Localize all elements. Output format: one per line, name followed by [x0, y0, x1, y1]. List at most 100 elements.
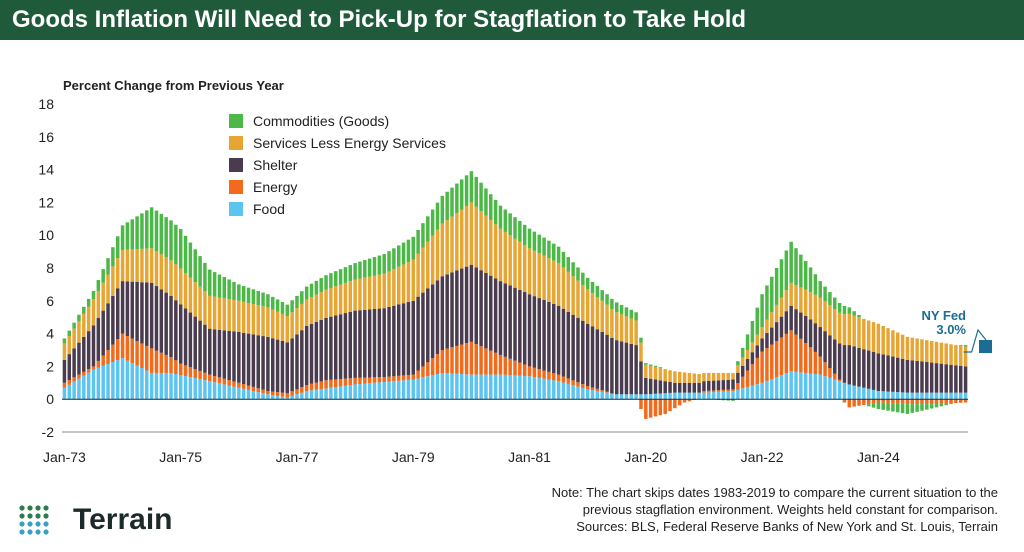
bar-segment-energy: [518, 362, 522, 376]
bar-segment-food: [707, 392, 711, 400]
bar-segment-services: [324, 289, 328, 318]
bar-segment-commodities: [828, 292, 832, 306]
bar-segment-food: [668, 392, 672, 400]
bar-segment-shelter: [610, 337, 614, 394]
bar-segment-commodities: [833, 297, 837, 309]
bar-segment-services: [183, 272, 188, 309]
bar-segment-energy: [682, 399, 687, 403]
bar-segment-energy: [222, 378, 227, 385]
bar-segment-shelter: [333, 315, 338, 380]
bar-segment-food: [445, 373, 449, 400]
bar-segment-services: [881, 325, 885, 355]
bar-segment-energy: [455, 345, 459, 374]
bar-segment-energy: [300, 387, 304, 393]
bar-segment-energy: [154, 350, 159, 373]
bar-segment-shelter: [866, 350, 871, 389]
bar-segment-food: [266, 394, 270, 400]
bar-segment-services: [920, 339, 924, 362]
bar-segment-shelter: [421, 292, 425, 367]
bar-segment-commodities: [149, 207, 154, 249]
bar-segment-food: [866, 388, 871, 400]
bar-segment-food: [760, 382, 764, 400]
bar-segment-shelter: [367, 309, 372, 378]
bar-segment-food: [62, 387, 67, 400]
bar-segment-food: [251, 391, 256, 400]
legend-label-shelter: Shelter: [253, 157, 298, 173]
bar-segment-commodities: [910, 404, 915, 413]
bar-segment-energy: [639, 399, 643, 410]
bar-segment-shelter: [556, 305, 561, 375]
bar-segment-shelter: [86, 331, 91, 370]
bar-segment-commodities: [799, 254, 803, 288]
bar-segment-services: [169, 260, 173, 296]
bar-segment-shelter: [300, 330, 304, 388]
bar-segment-services: [435, 229, 440, 281]
bar-segment-energy: [353, 377, 357, 385]
bar-segment-energy: [929, 399, 934, 405]
bar-segment-food: [963, 392, 968, 400]
bar-segment-commodities: [183, 235, 188, 273]
bar-segment-energy: [644, 399, 648, 419]
bar-segment-food: [876, 391, 881, 400]
bar-segment-commodities: [532, 231, 537, 251]
bar-segment-commodities: [571, 262, 575, 277]
bar-segment-shelter: [401, 303, 406, 376]
bar-segment-energy: [401, 375, 406, 381]
bar-segment-commodities: [261, 292, 265, 307]
bar-segment-energy: [600, 390, 604, 392]
bar-segment-energy: [556, 374, 561, 382]
bar-segment-energy: [799, 338, 803, 373]
bar-segment-commodities: [285, 304, 290, 317]
bar-segment-energy: [290, 391, 294, 396]
bar-segment-shelter: [518, 289, 522, 363]
x-tick-label: Jan-73: [43, 449, 86, 465]
bar-segment-services: [610, 309, 614, 338]
bar-segment-energy: [372, 377, 377, 383]
bar-segment-shelter: [920, 361, 924, 393]
bar-segment-shelter: [164, 292, 168, 355]
bar-segment-shelter: [174, 300, 178, 361]
bar-segment-shelter: [745, 359, 750, 371]
bar-segment-services: [86, 306, 91, 332]
bar-segment-commodities: [367, 258, 372, 277]
bar-segment-shelter: [692, 382, 697, 393]
bar-segment-shelter: [852, 346, 856, 386]
bar-segment-services: [658, 368, 663, 381]
bar-segment-energy: [513, 360, 517, 376]
bar-segment-energy: [527, 366, 532, 377]
bar-segment-food: [256, 392, 260, 400]
bar-segment-services: [275, 311, 280, 340]
y-axis-title: Percent Change from Previous Year: [63, 78, 284, 93]
bar-segment-energy: [808, 347, 813, 374]
bar-segment-commodities: [406, 239, 411, 263]
bar-segment-shelter: [489, 275, 493, 351]
bar-segment-food: [522, 375, 527, 400]
bar-segment-energy: [489, 350, 493, 375]
bar-segment-services: [111, 266, 115, 296]
bar-segment-shelter: [963, 366, 968, 393]
bar-segment-food: [222, 384, 227, 400]
bar-segment-commodities: [241, 286, 246, 302]
bar-segment-services: [784, 290, 789, 312]
bar-segment-services: [67, 336, 72, 355]
bar-segment-services: [682, 372, 687, 383]
bar-segment-shelter: [896, 357, 900, 393]
bar-segment-energy: [363, 377, 367, 384]
bar-segment-food: [648, 394, 653, 400]
bar-segment-services: [949, 344, 953, 365]
y-tick-label: 2: [46, 358, 54, 374]
bar-segment-commodities: [440, 195, 445, 224]
bar-segment-commodities: [203, 262, 207, 292]
bar-segment-shelter: [837, 343, 842, 380]
bar-segment-commodities: [300, 291, 304, 304]
bar-segment-shelter: [396, 304, 401, 376]
bar-segment-services: [159, 254, 164, 290]
bar-segment-shelter: [881, 354, 885, 392]
bar-segment-shelter: [67, 354, 72, 381]
bar-segment-services: [212, 296, 217, 330]
bar-segment-services: [290, 312, 294, 339]
bar-segment-energy: [498, 354, 503, 375]
bar-segment-energy: [193, 369, 197, 379]
bar-segment-commodities: [275, 299, 280, 312]
bar-segment-food: [794, 371, 798, 400]
